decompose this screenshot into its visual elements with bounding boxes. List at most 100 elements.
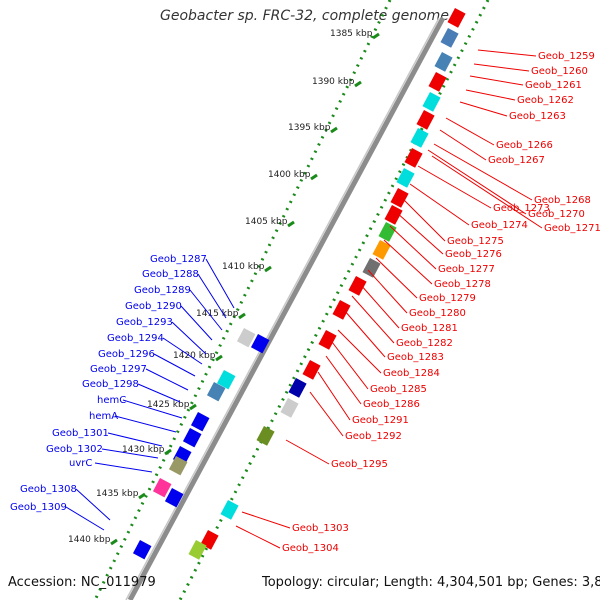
reverse-gene-label[interactable]: Geob_1271 — [544, 223, 600, 234]
gene-block[interactable] — [164, 487, 184, 508]
reverse-gene-label[interactable]: Geob_1284 — [383, 368, 440, 379]
gene-block[interactable] — [236, 327, 256, 348]
gene-block[interactable] — [220, 500, 239, 520]
gene-block[interactable] — [384, 205, 403, 225]
reverse-gene-label[interactable]: Geob_1267 — [488, 155, 545, 166]
reverse-gene-label[interactable]: Geob_1260 — [531, 66, 588, 77]
reverse-leader-line — [235, 525, 281, 549]
reverse-leader-line — [445, 117, 495, 146]
gene-block[interactable] — [422, 92, 441, 112]
forward-gene-label[interactable]: Geob_1309 — [10, 502, 67, 513]
reverse-gene-label[interactable]: Geob_1268 — [534, 195, 591, 206]
reverse-gene-label[interactable]: Geob_1274 — [471, 220, 528, 231]
gene-block[interactable] — [302, 360, 321, 380]
reverse-gene-label[interactable]: Geob_1281 — [401, 323, 458, 334]
gene-block[interactable] — [132, 540, 152, 560]
gene-block[interactable] — [190, 412, 210, 432]
forward-gene-label[interactable]: Geob_1289 — [134, 285, 191, 296]
gene-block[interactable] — [404, 148, 423, 168]
forward-gene-label[interactable]: Geob_1294 — [107, 333, 164, 344]
reverse-gene-label[interactable]: Geob_1277 — [438, 264, 495, 275]
reverse-gene-label[interactable]: Geob_1262 — [517, 95, 574, 106]
forward-gene-label[interactable]: Geob_1297 — [90, 364, 147, 375]
forward-gene-label[interactable]: Geob_1302 — [46, 444, 103, 455]
genome-backbone — [127, 16, 446, 600]
forward-gene-label[interactable]: Geob_1287 — [150, 254, 207, 265]
forward-gene-label[interactable]: Geob_1290 — [125, 301, 182, 312]
reverse-leader-line — [383, 239, 433, 285]
gene-block[interactable] — [440, 27, 459, 48]
gene-block[interactable] — [250, 334, 270, 354]
scale-tick-mark — [354, 80, 362, 88]
forward-leader-line — [101, 448, 159, 459]
reverse-leader-line — [343, 309, 386, 358]
reverse-gene-label[interactable]: Geob_1295 — [331, 459, 388, 470]
gene-block[interactable] — [362, 258, 381, 278]
reverse-leader-line — [359, 283, 400, 329]
gene-block[interactable] — [288, 377, 307, 398]
gene-block[interactable] — [318, 330, 337, 350]
reverse-gene-label[interactable]: Geob_1280 — [409, 308, 466, 319]
reverse-gene-label[interactable]: Geob_1291 — [352, 415, 409, 426]
reverse-leader-line — [459, 101, 508, 117]
reverse-gene-label[interactable]: Geob_1282 — [396, 338, 453, 349]
scale-tick-mark — [189, 403, 197, 411]
reverse-gene-label[interactable]: Geob_1270 — [528, 209, 585, 220]
gene-block[interactable] — [206, 382, 226, 402]
gene-block[interactable] — [372, 240, 391, 260]
forward-gene-label[interactable]: hemC — [97, 395, 126, 406]
reverse-leader-line — [401, 197, 446, 242]
scale-track-inner — [93, 0, 392, 600]
reverse-leader-line — [285, 439, 330, 465]
forward-leader-line — [75, 488, 111, 521]
reverse-gene-label[interactable]: Geob_1278 — [434, 279, 491, 290]
reverse-gene-label[interactable]: Geob_1303 — [292, 523, 349, 534]
gene-block[interactable] — [410, 127, 429, 148]
reverse-gene-label[interactable]: Geob_1261 — [525, 80, 582, 91]
forward-gene-label[interactable]: Geob_1308 — [20, 484, 77, 495]
gene-block[interactable] — [396, 168, 415, 188]
reverse-leader-line — [477, 49, 537, 57]
gene-block[interactable] — [428, 71, 447, 92]
gene-block[interactable] — [332, 300, 351, 320]
gene-block[interactable] — [348, 276, 367, 296]
gene-block[interactable] — [168, 455, 188, 476]
reverse-leader-line — [317, 371, 351, 421]
reverse-gene-label[interactable]: Geob_1276 — [445, 249, 502, 260]
reverse-gene-label[interactable]: Geob_1286 — [363, 399, 420, 410]
genome-title: Geobacter sp. FRC-32, complete genome — [160, 8, 449, 24]
reverse-gene-label[interactable]: Geob_1292 — [345, 431, 402, 442]
reverse-gene-label[interactable]: Geob_1275 — [447, 236, 504, 247]
scale-tick-label: 1385 kbp — [330, 29, 373, 39]
reverse-gene-label[interactable]: Geob_1279 — [419, 293, 476, 304]
forward-gene-label[interactable]: hemA — [89, 411, 118, 422]
reverse-gene-label[interactable]: Geob_1283 — [387, 352, 444, 363]
forward-gene-label[interactable]: Geob_1288 — [142, 269, 199, 280]
reverse-gene-label[interactable]: Geob_1273 — [493, 203, 550, 214]
gene-block[interactable] — [416, 110, 435, 130]
gene-block[interactable] — [390, 187, 409, 208]
gene-block[interactable] — [378, 222, 397, 242]
gene-block[interactable] — [152, 478, 172, 498]
gene-block[interactable] — [256, 426, 275, 446]
gene-block[interactable] — [434, 52, 453, 72]
gene-block[interactable] — [216, 369, 236, 390]
reverse-gene-label[interactable]: Geob_1304 — [282, 543, 339, 554]
gene-block[interactable] — [280, 398, 299, 418]
forward-gene-label[interactable]: Geob_1296 — [98, 349, 155, 360]
reverse-leader-line — [331, 341, 369, 390]
forward-gene-label[interactable]: Geob_1298 — [82, 379, 139, 390]
reverse-gene-label[interactable]: Geob_1285 — [370, 384, 427, 395]
forward-leader-line — [171, 321, 207, 355]
reverse-gene-label[interactable]: Geob_1263 — [509, 111, 566, 122]
forward-gene-label[interactable]: Geob_1293 — [116, 317, 173, 328]
gene-block[interactable] — [188, 540, 207, 560]
gene-block[interactable] — [447, 8, 466, 28]
reverse-gene-label[interactable]: Geob_1259 — [538, 51, 595, 62]
forward-gene-label[interactable]: uvrC — [69, 458, 92, 469]
forward-gene-label[interactable]: Geob_1301 — [52, 428, 109, 439]
scale-tick-label: 1430 kbp — [122, 445, 165, 455]
forward-leader-line — [189, 289, 223, 331]
gene-block[interactable] — [182, 427, 202, 448]
reverse-gene-label[interactable]: Geob_1266 — [496, 140, 553, 151]
